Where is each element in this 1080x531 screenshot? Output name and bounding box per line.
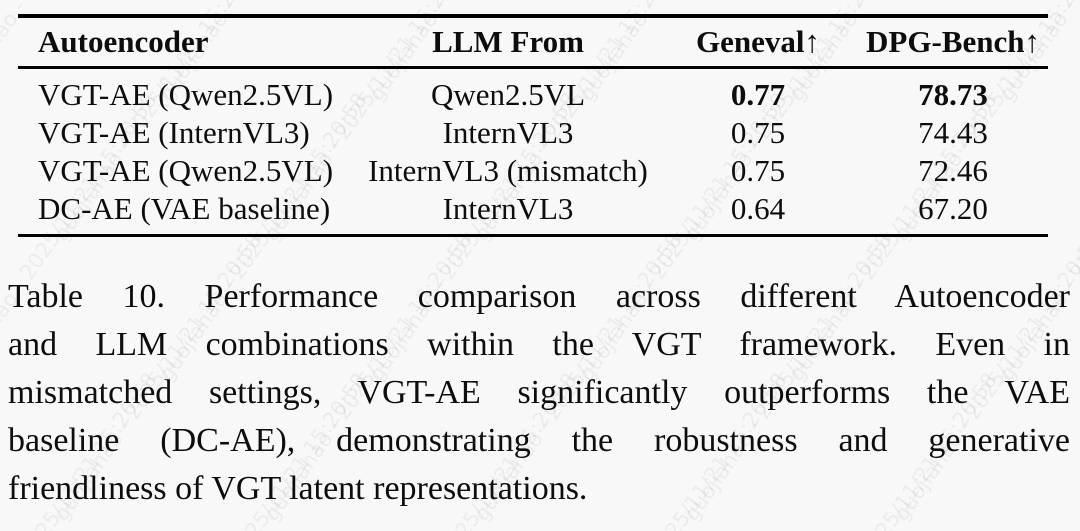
cell-geneval: 0.75 xyxy=(730,114,786,150)
table-header-row: Autoencoder LLM From Geneval↑ DPG-Bench↑ xyxy=(18,16,1048,67)
results-table: Autoencoder LLM From Geneval↑ DPG-Bench↑… xyxy=(18,14,1048,237)
table-row: VGT-AE (InternVL3) InternVL3 0.75 74.43 xyxy=(18,113,1048,151)
cell-dpg-bench: 67.20 xyxy=(918,190,988,226)
cell-llm-from: InternVL3 xyxy=(442,190,574,226)
cell-geneval: 0.75 xyxy=(730,152,786,188)
cell-geneval: 0.64 xyxy=(730,190,786,226)
cell-llm-from: Qwen2.5VL xyxy=(430,76,586,112)
column-header-dpg-bench: DPG-Bench↑ xyxy=(866,24,1040,60)
cell-dpg-bench: 78.73 xyxy=(918,76,988,112)
column-header-llm-from: LLM From xyxy=(432,24,584,60)
cell-geneval: 0.77 xyxy=(730,76,786,112)
caption-line: Table 10. Performance comparison across … xyxy=(8,278,1070,315)
caption-line: mismatched settings, VGT-AE significantl… xyxy=(8,374,1070,411)
cell-autoencoder: VGT-AE (Qwen2.5VL) xyxy=(38,76,334,112)
cell-llm-from: InternVL3 (mismatch) xyxy=(368,152,648,188)
table-row: DC-AE (VAE baseline) InternVL3 0.64 67.2… xyxy=(18,189,1048,227)
caption-line: baseline (DC-AE), demonstrating the robu… xyxy=(8,422,1070,459)
column-header-geneval: Geneval↑ xyxy=(696,24,820,60)
caption-line: and LLM combinations within the VGT fram… xyxy=(8,326,1070,363)
cell-dpg-bench: 74.43 xyxy=(918,114,988,150)
spacer-row xyxy=(18,67,1048,75)
table-caption: Table 10. Performance comparison across … xyxy=(8,273,1070,513)
cell-autoencoder: DC-AE (VAE baseline) xyxy=(38,190,331,226)
table-row: VGT-AE (Qwen2.5VL) Qwen2.5VL 0.77 78.73 xyxy=(18,75,1048,113)
cell-autoencoder: VGT-AE (Qwen2.5VL) xyxy=(38,152,334,188)
cell-llm-from: InternVL3 xyxy=(442,114,574,150)
column-header-autoencoder: Autoencoder xyxy=(38,24,209,60)
table-row: VGT-AE (Qwen2.5VL) InternVL3 (mismatch) … xyxy=(18,151,1048,189)
cell-autoencoder: VGT-AE (InternVL3) xyxy=(38,114,310,150)
spacer-row xyxy=(18,227,1048,235)
cell-dpg-bench: 72.46 xyxy=(918,152,988,188)
caption-line: friendliness of VGT latent representatio… xyxy=(8,470,588,507)
